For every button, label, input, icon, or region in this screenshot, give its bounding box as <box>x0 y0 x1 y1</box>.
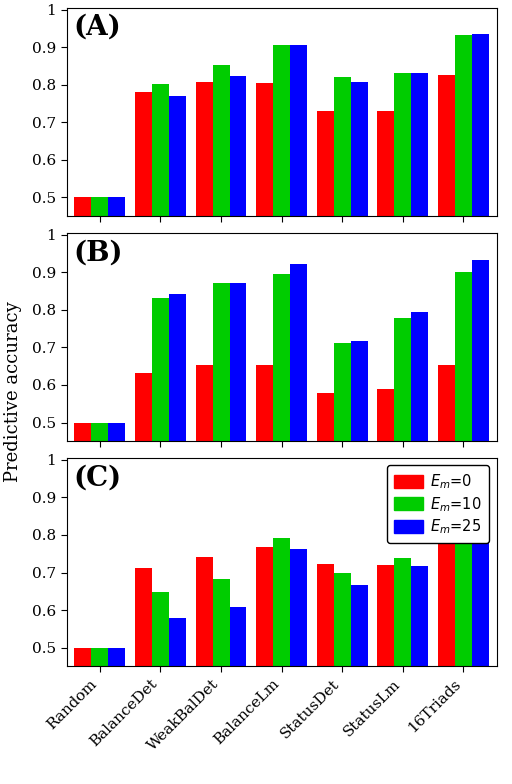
Bar <box>455 271 472 610</box>
Bar <box>92 423 109 610</box>
Bar <box>472 34 489 385</box>
Bar <box>196 365 212 610</box>
Bar <box>455 528 472 784</box>
Text: (B): (B) <box>73 239 122 267</box>
Bar <box>152 84 169 385</box>
Bar <box>135 373 152 610</box>
Bar <box>334 572 351 784</box>
Bar <box>109 423 125 610</box>
Bar <box>351 585 368 784</box>
Bar <box>411 73 428 385</box>
Bar <box>472 260 489 610</box>
Bar <box>212 283 229 610</box>
Bar <box>411 312 428 610</box>
Bar <box>152 298 169 610</box>
Bar <box>256 82 273 385</box>
Bar <box>92 198 109 385</box>
Bar <box>229 283 246 610</box>
Bar <box>169 618 186 784</box>
Bar <box>169 294 186 610</box>
Bar <box>212 579 229 784</box>
Bar <box>290 264 307 610</box>
Bar <box>256 365 273 610</box>
Bar <box>377 111 394 385</box>
Bar <box>438 365 455 610</box>
Bar <box>472 532 489 784</box>
Bar <box>438 75 455 385</box>
Bar <box>152 592 169 784</box>
Legend: $E_m$=0, $E_m$=10, $E_m$=25: $E_m$=0, $E_m$=10, $E_m$=25 <box>387 465 489 543</box>
Bar <box>74 648 92 784</box>
Bar <box>135 568 152 784</box>
Bar <box>196 557 212 784</box>
Bar <box>196 82 212 385</box>
Bar <box>229 607 246 784</box>
Bar <box>169 96 186 385</box>
Bar <box>394 558 411 784</box>
Bar <box>74 198 92 385</box>
Bar <box>273 274 290 610</box>
Bar <box>273 45 290 385</box>
Bar <box>377 389 394 610</box>
Bar <box>394 73 411 385</box>
Bar <box>411 566 428 784</box>
Bar <box>317 111 334 385</box>
Bar <box>256 547 273 784</box>
Bar <box>334 343 351 610</box>
Text: (C): (C) <box>73 464 121 492</box>
Text: Predictive accuracy: Predictive accuracy <box>4 302 22 482</box>
Bar <box>317 393 334 610</box>
Bar <box>273 538 290 784</box>
Bar <box>334 78 351 385</box>
Bar <box>455 35 472 385</box>
Bar <box>438 535 455 784</box>
Bar <box>109 648 125 784</box>
Bar <box>394 318 411 610</box>
Bar <box>229 76 246 385</box>
Bar <box>317 564 334 784</box>
Text: (A): (A) <box>73 14 121 41</box>
Bar <box>351 82 368 385</box>
Bar <box>290 550 307 784</box>
Bar <box>212 65 229 385</box>
Bar <box>290 45 307 385</box>
Bar <box>109 198 125 385</box>
Bar <box>92 648 109 784</box>
Bar <box>377 565 394 784</box>
Bar <box>74 423 92 610</box>
Bar <box>135 93 152 385</box>
Bar <box>351 341 368 610</box>
